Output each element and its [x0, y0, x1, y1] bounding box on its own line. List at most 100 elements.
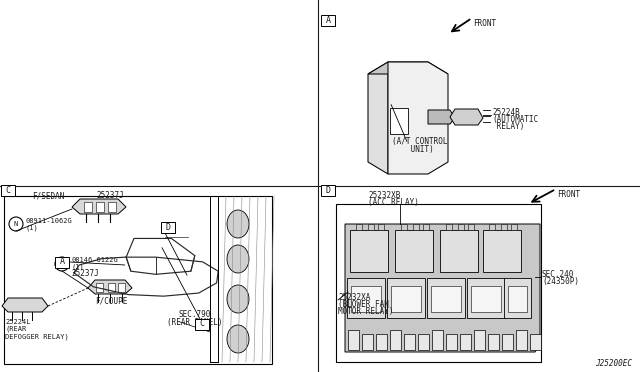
Text: (A/T CONTROL: (A/T CONTROL	[392, 137, 448, 146]
FancyBboxPatch shape	[508, 286, 527, 312]
Text: (ACC RELAY): (ACC RELAY)	[368, 198, 419, 207]
FancyBboxPatch shape	[336, 204, 541, 362]
FancyBboxPatch shape	[489, 224, 495, 230]
FancyBboxPatch shape	[1, 185, 15, 196]
FancyBboxPatch shape	[118, 283, 125, 292]
FancyBboxPatch shape	[446, 334, 457, 350]
Text: (BLOWER FAN: (BLOWER FAN	[338, 300, 389, 309]
Text: D: D	[326, 186, 330, 195]
FancyBboxPatch shape	[483, 230, 521, 272]
FancyBboxPatch shape	[501, 224, 507, 230]
FancyBboxPatch shape	[432, 330, 443, 350]
FancyBboxPatch shape	[530, 334, 541, 350]
FancyBboxPatch shape	[4, 196, 272, 364]
Polygon shape	[428, 110, 455, 124]
Text: C: C	[200, 320, 205, 328]
FancyBboxPatch shape	[348, 330, 359, 350]
FancyBboxPatch shape	[413, 224, 419, 230]
FancyBboxPatch shape	[502, 334, 513, 350]
FancyBboxPatch shape	[458, 224, 464, 230]
FancyBboxPatch shape	[368, 224, 374, 230]
FancyBboxPatch shape	[55, 257, 69, 267]
FancyBboxPatch shape	[195, 318, 209, 330]
Text: N: N	[14, 221, 18, 227]
Polygon shape	[368, 62, 388, 174]
FancyBboxPatch shape	[474, 330, 485, 350]
Text: F/COUPE: F/COUPE	[95, 297, 127, 306]
Ellipse shape	[227, 285, 249, 313]
Polygon shape	[72, 199, 126, 214]
FancyBboxPatch shape	[362, 334, 373, 350]
FancyBboxPatch shape	[504, 278, 531, 318]
Text: MOTOR RELAY): MOTOR RELAY)	[338, 307, 394, 316]
Text: SEC.240: SEC.240	[542, 270, 574, 279]
FancyBboxPatch shape	[321, 185, 335, 196]
Text: F/SEDAN: F/SEDAN	[32, 191, 65, 200]
Text: (24350P): (24350P)	[542, 277, 579, 286]
Polygon shape	[388, 62, 448, 174]
Text: C: C	[6, 186, 10, 195]
Text: D: D	[166, 222, 170, 231]
FancyBboxPatch shape	[471, 286, 501, 312]
Text: SEC.790: SEC.790	[179, 310, 211, 319]
Text: S: S	[60, 261, 64, 267]
FancyBboxPatch shape	[96, 283, 103, 292]
Text: 25224B: 25224B	[492, 108, 520, 116]
FancyBboxPatch shape	[108, 202, 116, 212]
FancyBboxPatch shape	[350, 230, 388, 272]
Text: 25232XA: 25232XA	[338, 293, 371, 302]
FancyBboxPatch shape	[321, 15, 335, 26]
Text: A: A	[60, 257, 65, 266]
FancyBboxPatch shape	[387, 278, 425, 318]
Text: 25232XB: 25232XB	[368, 191, 401, 200]
FancyBboxPatch shape	[418, 334, 429, 350]
Text: RELAY): RELAY)	[492, 122, 524, 131]
FancyBboxPatch shape	[468, 224, 474, 230]
FancyBboxPatch shape	[391, 286, 421, 312]
Text: 08911-1062G: 08911-1062G	[25, 218, 72, 224]
Polygon shape	[345, 224, 540, 352]
FancyBboxPatch shape	[390, 108, 408, 134]
FancyBboxPatch shape	[376, 334, 387, 350]
FancyBboxPatch shape	[84, 202, 92, 212]
Text: UNIT): UNIT)	[406, 145, 434, 154]
Text: 25224L: 25224L	[5, 319, 31, 325]
FancyBboxPatch shape	[440, 230, 478, 272]
FancyBboxPatch shape	[431, 286, 461, 312]
FancyBboxPatch shape	[378, 224, 384, 230]
FancyBboxPatch shape	[96, 202, 104, 212]
Text: (AUTOMATIC: (AUTOMATIC	[492, 115, 538, 124]
Ellipse shape	[227, 210, 249, 238]
Text: (1): (1)	[25, 225, 38, 231]
FancyBboxPatch shape	[356, 224, 362, 230]
Text: (REAR: (REAR	[5, 326, 26, 333]
Text: 25237J: 25237J	[71, 269, 99, 278]
Text: DEFOGGER RELAY): DEFOGGER RELAY)	[5, 333, 68, 340]
Text: J25200EC: J25200EC	[595, 359, 632, 368]
FancyBboxPatch shape	[467, 278, 505, 318]
FancyBboxPatch shape	[446, 224, 452, 230]
Text: (1): (1)	[71, 264, 84, 270]
Ellipse shape	[227, 325, 249, 353]
Text: FRONT: FRONT	[557, 189, 580, 199]
FancyBboxPatch shape	[404, 334, 415, 350]
Ellipse shape	[227, 245, 249, 273]
FancyBboxPatch shape	[427, 278, 465, 318]
FancyBboxPatch shape	[108, 283, 115, 292]
FancyBboxPatch shape	[351, 286, 381, 312]
Text: FRONT: FRONT	[473, 19, 496, 28]
FancyBboxPatch shape	[401, 224, 407, 230]
FancyBboxPatch shape	[460, 334, 471, 350]
Polygon shape	[368, 62, 448, 74]
FancyBboxPatch shape	[423, 224, 429, 230]
FancyBboxPatch shape	[488, 334, 499, 350]
Polygon shape	[2, 298, 48, 312]
Text: (REAR PANEL): (REAR PANEL)	[167, 318, 223, 327]
FancyBboxPatch shape	[516, 330, 527, 350]
FancyBboxPatch shape	[390, 330, 401, 350]
Text: A: A	[326, 16, 330, 25]
FancyBboxPatch shape	[511, 224, 517, 230]
Text: 25237J: 25237J	[96, 191, 124, 200]
FancyBboxPatch shape	[347, 278, 385, 318]
Polygon shape	[450, 109, 483, 125]
